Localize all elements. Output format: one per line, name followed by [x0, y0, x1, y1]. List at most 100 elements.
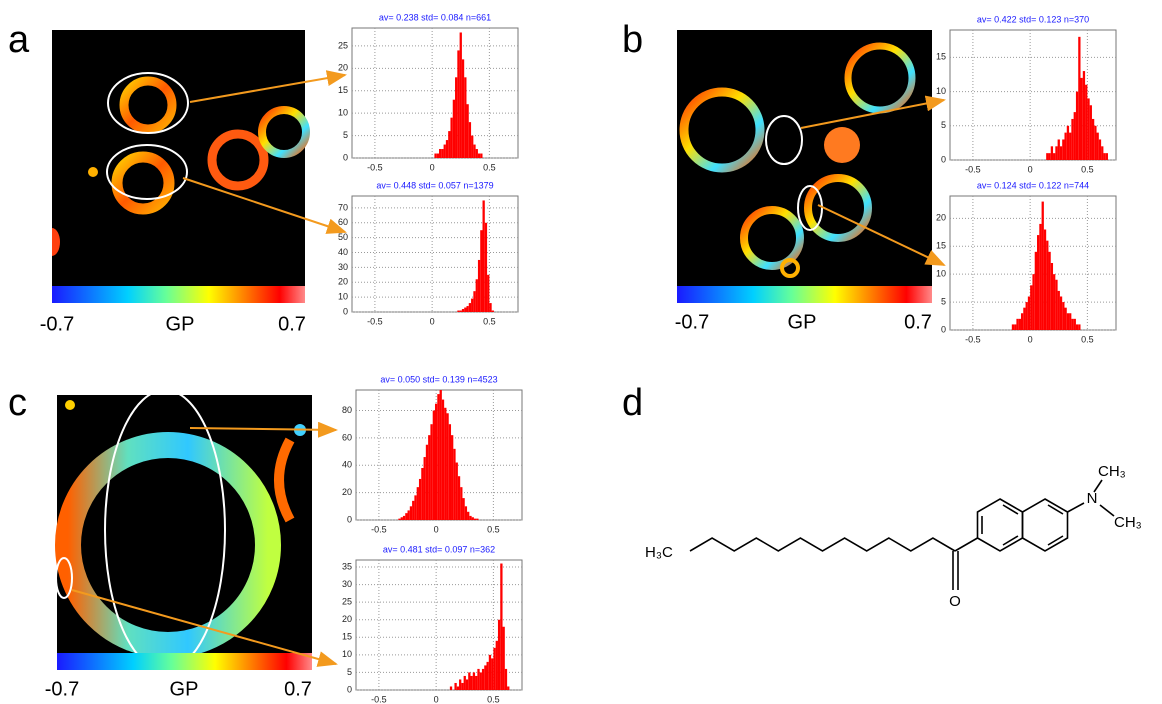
micrograph-a [52, 30, 310, 303]
colorbar-label: -0.7 [40, 313, 74, 335]
bar [452, 99, 456, 158]
bar [470, 675, 473, 690]
bar [1082, 71, 1086, 160]
atom-label: O [949, 593, 961, 610]
bar [495, 640, 498, 690]
bar [468, 122, 472, 158]
bar [464, 77, 467, 158]
bar [449, 686, 453, 690]
bar [1048, 153, 1051, 160]
atom-label: N [1087, 490, 1098, 507]
bar [1101, 146, 1104, 160]
bar [1069, 313, 1072, 330]
bar [443, 144, 446, 158]
bar [414, 495, 417, 520]
panel-label: c [8, 382, 27, 424]
arrow [189, 70, 347, 103]
bar [480, 153, 483, 158]
bar [412, 500, 415, 520]
bar [400, 517, 403, 520]
bar [473, 291, 476, 312]
x-tick-label: 0 [434, 694, 439, 704]
y-tick-label: 60 [338, 217, 348, 227]
colorbar-label: -0.7 [675, 311, 709, 333]
bar [460, 487, 463, 520]
bar [1071, 118, 1074, 160]
y-tick-label: 35 [342, 561, 352, 571]
bar [459, 32, 462, 158]
bar [482, 200, 485, 312]
y-tick-label: 10 [338, 108, 348, 118]
bar [1062, 139, 1065, 160]
y-tick-label: 20 [338, 63, 348, 73]
bar [455, 77, 458, 158]
bar [476, 518, 479, 520]
plot-area [351, 27, 519, 159]
bar [459, 679, 462, 690]
bar [462, 498, 465, 520]
bar [1098, 139, 1102, 160]
bar [1050, 146, 1054, 160]
bar [1055, 146, 1058, 160]
y-tick-label: 15 [936, 52, 946, 62]
panel-label: a [8, 19, 30, 61]
bar [1073, 112, 1076, 160]
bar [1057, 139, 1060, 160]
x-tick-label: -0.5 [965, 334, 981, 344]
histogram-title: av= 0.238 std= 0.084 n=661 [379, 12, 491, 22]
bar [481, 668, 485, 690]
bar [454, 682, 457, 690]
x-tick-label: -0.5 [367, 162, 383, 172]
y-tick-label: 30 [338, 262, 348, 272]
bar [1080, 77, 1083, 160]
arrow [817, 204, 946, 266]
bar [469, 515, 472, 520]
y-tick-label: 0 [347, 514, 352, 524]
y-tick-label: 15 [342, 632, 352, 642]
bar [436, 153, 440, 158]
bar [1055, 279, 1058, 330]
bar [491, 658, 494, 690]
bar [461, 309, 465, 312]
x-tick-label: -0.5 [367, 316, 383, 326]
bar [1094, 125, 1097, 160]
arrow [800, 95, 946, 129]
y-tick-label: 0 [343, 306, 348, 316]
bar [473, 518, 477, 520]
bar [425, 444, 429, 520]
bar [477, 259, 481, 312]
bar [507, 686, 510, 690]
bar [466, 104, 469, 158]
bar [1078, 36, 1081, 161]
bar [1034, 251, 1038, 330]
bar [475, 675, 478, 690]
colorbar-label: GP [788, 311, 817, 333]
atom-label: CH₃ [1114, 514, 1142, 531]
bar [1103, 153, 1106, 160]
micrograph-c [55, 389, 312, 671]
x-tick-label: 0 [430, 162, 435, 172]
bar [1048, 251, 1051, 330]
bar [421, 468, 424, 520]
bar [1078, 324, 1081, 330]
x-tick-label: 0.5 [483, 162, 496, 172]
bar [1032, 274, 1035, 330]
bar [455, 462, 458, 520]
y-tick-label: 5 [347, 667, 352, 677]
histogram-title: av= 0.124 std= 0.122 n=744 [977, 180, 1089, 190]
arrow [182, 177, 347, 234]
bar [467, 511, 470, 520]
bar [457, 476, 461, 520]
bar [1064, 132, 1067, 160]
bar [448, 131, 451, 158]
bar [500, 563, 503, 690]
y-tick-label: 70 [338, 202, 348, 212]
bar [439, 149, 442, 158]
bar [1091, 118, 1095, 160]
bar [457, 50, 460, 159]
bar [468, 303, 472, 312]
histogram-title: av= 0.481 std= 0.097 n=362 [383, 544, 495, 554]
bar [488, 654, 492, 690]
y-tick-label: 5 [343, 130, 348, 140]
